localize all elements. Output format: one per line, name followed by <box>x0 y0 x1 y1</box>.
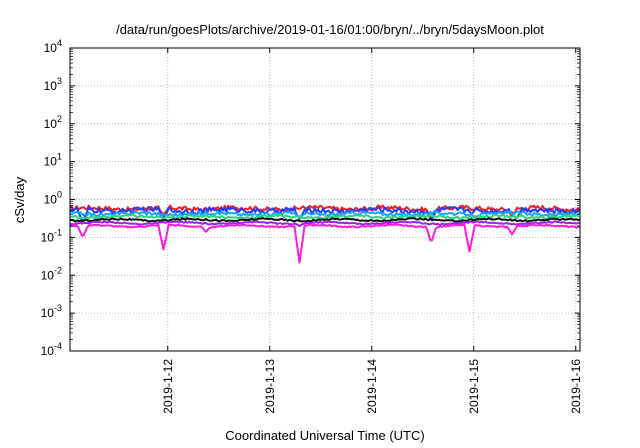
y-tick-label: 101 <box>44 152 62 169</box>
y-axis: 10-4 10-3 10-2 10-1 100 101 102 103 104 <box>41 38 580 358</box>
series-line <box>69 210 581 218</box>
series-line <box>69 223 581 264</box>
y-tick-label: 10-1 <box>41 227 62 244</box>
x-tick-label: 2019-1-12 <box>161 359 175 414</box>
x-tick-label: 2019-1-13 <box>263 359 277 414</box>
y-tick-label: 103 <box>44 76 62 93</box>
y-tick-label: 10-4 <box>41 341 62 358</box>
y-tick-label: 10-2 <box>41 265 62 282</box>
x-tick-label: 2019-1-16 <box>569 359 583 414</box>
x-axis: 2019-1-12 2019-1-13 2019-1-14 2019-1-15 2019… <box>161 48 583 414</box>
y-tick-label: 10-3 <box>41 303 62 320</box>
y-axis-label: cSv/day <box>12 176 27 223</box>
grid <box>70 48 580 351</box>
series-line <box>69 220 581 227</box>
y-tick-label: 100 <box>44 190 62 207</box>
chart-title: /data/run/goesPlots/archive/2019-01-16/0… <box>116 22 544 37</box>
series-line <box>69 213 581 221</box>
x-tick-label: 2019-1-15 <box>467 359 481 414</box>
series-line <box>69 206 581 222</box>
x-tick-label: 2019-1-14 <box>365 359 379 414</box>
y-tick-label: 104 <box>44 38 62 55</box>
y-tick-label: 102 <box>44 114 62 131</box>
series-line <box>69 217 581 223</box>
x-axis-label: Coordinated Universal Time (UTC) <box>225 428 424 443</box>
series-group <box>69 204 581 264</box>
